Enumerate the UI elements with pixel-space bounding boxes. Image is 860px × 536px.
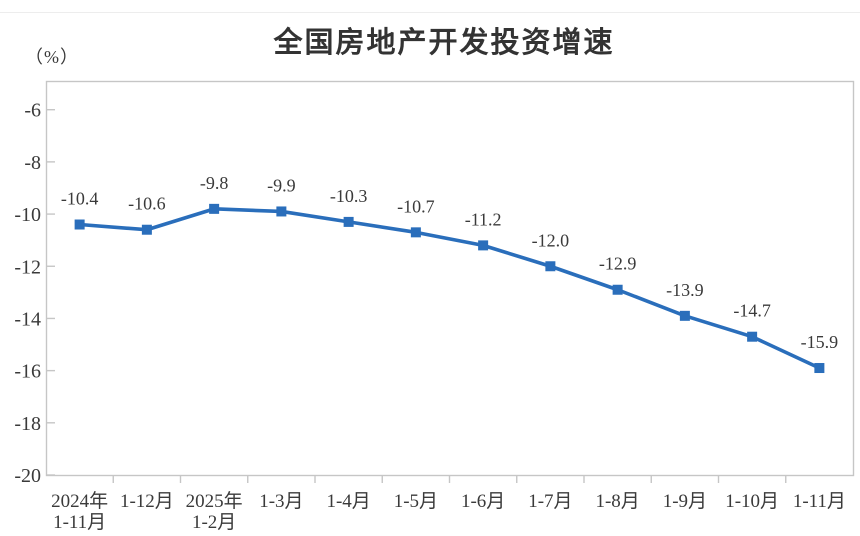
data-point-label: -12.0: [532, 230, 570, 250]
y-tick-label: -16: [14, 361, 41, 383]
data-point-label: -10.3: [330, 186, 368, 206]
data-point-label: -9.9: [267, 175, 296, 195]
chart-title: 全国房地产开发投资增速: [273, 27, 615, 59]
y-tick-label: -18: [14, 413, 41, 435]
x-tick-label: 1-3月: [259, 491, 303, 512]
data-point-marker: [814, 363, 825, 374]
data-point-label: -14.7: [733, 301, 771, 321]
data-point-marker: [141, 224, 152, 235]
data-point-label: -9.8: [200, 173, 229, 193]
data-point-marker: [612, 284, 623, 295]
data-point-marker: [747, 331, 758, 342]
page-top-divider: [0, 12, 860, 13]
data-point-label: -10.6: [128, 194, 166, 214]
x-tick-label: 1-4月: [326, 491, 370, 512]
x-tick-label: 1-9月: [663, 491, 707, 512]
data-point-marker: [679, 310, 690, 321]
x-tick-label: 1-8月: [595, 491, 639, 512]
data-point-marker: [343, 216, 354, 227]
data-point-marker: [545, 261, 556, 272]
y-tick-label: -8: [24, 152, 41, 174]
data-point-marker: [74, 219, 85, 230]
data-point-label: -10.7: [397, 196, 435, 216]
y-axis-unit-label: （%）: [25, 47, 79, 67]
x-tick-label: 1-7月: [528, 491, 572, 512]
y-tick-label: -6: [24, 100, 41, 122]
y-tick-label: -12: [14, 256, 41, 278]
x-tick-label: 1-10月: [725, 491, 779, 512]
x-tick-label: 2025年 1-2月: [186, 490, 243, 533]
data-point-marker: [276, 206, 287, 217]
x-tick-label: 1-12月: [120, 491, 174, 512]
y-tick-label: -20: [14, 465, 41, 487]
data-point-label: -10.4: [61, 189, 99, 209]
data-point-label: -12.9: [599, 254, 637, 274]
x-tick-label: 1-5月: [394, 491, 438, 512]
data-point-marker: [410, 227, 421, 238]
data-point-label: -11.2: [465, 209, 502, 229]
y-tick-label: -14: [14, 308, 41, 330]
x-tick-label: 1-6月: [461, 491, 505, 512]
data-point-label: -13.9: [666, 280, 704, 300]
series-line: [77, 207, 822, 370]
plot-area-border: [45, 80, 855, 477]
data-point-marker: [209, 203, 220, 214]
data-point-marker: [478, 240, 489, 251]
x-tick-label: 2024年 1-11月: [51, 490, 108, 533]
data-point-label: -15.9: [801, 332, 839, 352]
x-tick-label: 1-11月: [793, 491, 846, 512]
y-tick-label: -10: [14, 204, 41, 226]
